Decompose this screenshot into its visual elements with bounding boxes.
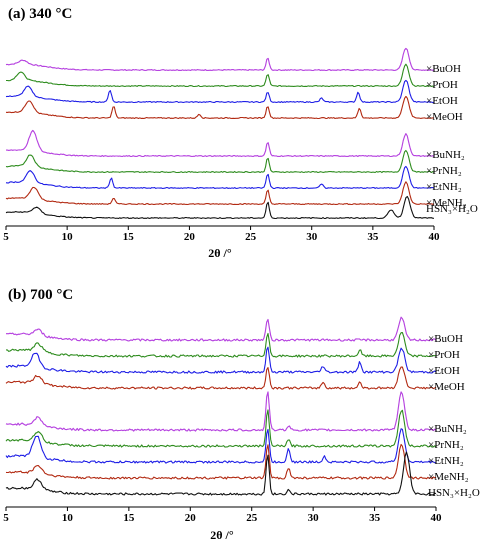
- series-halo: [5, 391, 437, 432]
- series-line: [5, 443, 437, 480]
- series-legend-label: ×BuOH: [426, 63, 461, 75]
- x-tick-label: 40: [429, 231, 441, 243]
- series-line: [5, 428, 437, 464]
- series-legend-label: ×EtNH₂: [426, 181, 462, 193]
- series-line: [6, 129, 435, 158]
- panel-b-700c: (b) 700 °C ×BuOH ×PrOH ×EtOH ×MeOH ×BuNH₂ ×Pr…: [3, 287, 480, 542]
- series-line: [5, 409, 437, 448]
- x-tick-label: 30: [308, 512, 320, 524]
- series-legend-label: HSN₃×H₂O: [428, 487, 480, 499]
- x-tick-label: 15: [123, 231, 135, 243]
- panel-b-legend: ×BuOH ×PrOH ×EtOH ×MeOH ×BuNH₂ ×PrNH₂ ×EtNH₂ ×M…: [428, 333, 480, 499]
- series-line: [5, 79, 435, 104]
- series-legend-label: ×BuOH: [428, 333, 463, 345]
- series-halo: [6, 129, 435, 158]
- series-legend-label: ×PrOH: [428, 349, 460, 361]
- series-legend-label: ×MeOH: [426, 111, 463, 123]
- x-tick-label: 5: [3, 512, 9, 524]
- panel-b-traces: [5, 316, 437, 496]
- series-line: [5, 451, 437, 496]
- series-line: [5, 149, 435, 174]
- series-line: [5, 346, 437, 374]
- series-line: [5, 366, 437, 390]
- series-legend-label: HSN₃×H₂O: [426, 203, 478, 215]
- panel-a-340c: (a) 340 °C ×BuOH ×PrOH ×EtOH ×MeOH ×BuNH₂ ×Pr…: [3, 6, 478, 260]
- panel-b-title: (b) 700 °C: [8, 287, 73, 303]
- x-tick-label: 15: [123, 512, 135, 524]
- series-line: [5, 165, 435, 190]
- series-legend-label: ×BuNH₂: [426, 149, 465, 161]
- series-legend-label: ×PrOH: [426, 79, 458, 91]
- x-tick-label: 40: [431, 512, 443, 524]
- series-legend-label: ×MeNH₂: [426, 197, 467, 209]
- series-legend-label: ×PrNH₂: [428, 439, 464, 451]
- x-tick-label: 25: [245, 231, 257, 243]
- panel-a-title: (a) 340 °C: [8, 6, 72, 22]
- series-legend-label: ×EtOH: [426, 95, 458, 107]
- panel-b-x-axis-label: 2θ /°: [210, 528, 234, 542]
- series-line: [5, 47, 435, 72]
- panel-a-legend: ×BuOH ×PrOH ×EtOH ×MeOH ×BuNH₂ ×PrNH₂ ×EtNH₂ ×M…: [426, 63, 478, 215]
- x-tick-label: 10: [62, 512, 74, 524]
- series-line: [6, 63, 435, 88]
- x-tick-label: 25: [246, 512, 258, 524]
- panel-a-x-axis-label: 2θ /°: [208, 246, 232, 260]
- series-legend-label: ×MeOH: [428, 381, 465, 393]
- series-line: [5, 195, 435, 220]
- series-legend-label: ×EtOH: [428, 365, 460, 377]
- series-line: [5, 181, 435, 206]
- series-line: [5, 391, 437, 432]
- series-line: [6, 332, 437, 358]
- x-tick-label: 10: [62, 231, 74, 243]
- x-tick-label: 30: [306, 231, 318, 243]
- series-legend-label: ×PrNH₂: [426, 165, 462, 177]
- panel-a-traces: [5, 47, 435, 220]
- x-tick-label: 20: [185, 512, 197, 524]
- series-line: [6, 316, 437, 342]
- series-halo: [6, 316, 437, 342]
- series-line: [5, 95, 435, 120]
- x-tick-label: 20: [184, 231, 196, 243]
- series-legend-label: ×BuNH₂: [428, 423, 467, 435]
- panel-a-x-ticks: 5 10 15 20 25 30 35 40: [3, 226, 440, 243]
- x-tick-label: 35: [369, 512, 381, 524]
- series-halo: [5, 47, 435, 72]
- x-tick-label: 5: [3, 231, 9, 243]
- x-tick-label: 35: [367, 231, 379, 243]
- series-legend-label: ×EtNH₂: [428, 455, 464, 467]
- series-legend-label: ×MeNH₂: [428, 471, 469, 483]
- panel-b-x-ticks: 5 10 15 20 25 30 35 40: [3, 507, 442, 524]
